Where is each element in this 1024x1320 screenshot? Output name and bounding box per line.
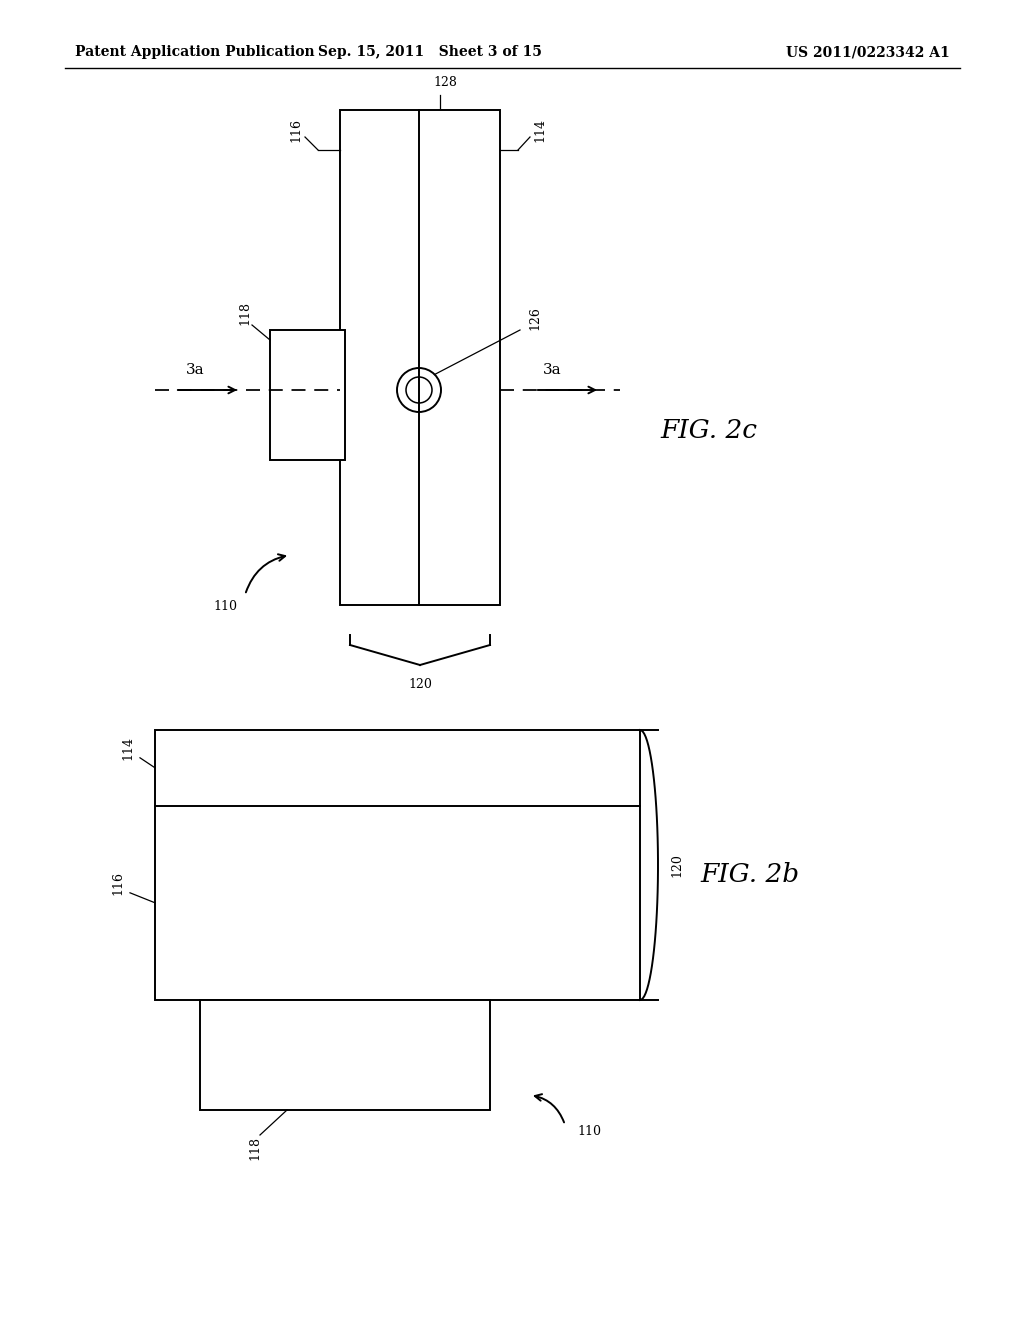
- Text: 126: 126: [528, 306, 541, 330]
- Text: 110: 110: [213, 601, 237, 612]
- Bar: [200, 1001, 490, 1110]
- Text: 114: 114: [122, 735, 134, 760]
- Text: 3a: 3a: [185, 363, 205, 378]
- Text: 114: 114: [534, 117, 547, 143]
- Text: 128: 128: [433, 75, 457, 88]
- Bar: [155, 730, 640, 1001]
- Bar: [270, 330, 345, 459]
- Text: Patent Application Publication: Patent Application Publication: [75, 45, 314, 59]
- Bar: [340, 110, 500, 605]
- Text: 3a: 3a: [543, 363, 561, 378]
- Text: 116: 116: [112, 871, 125, 895]
- Text: 116: 116: [290, 117, 302, 143]
- Text: FIG. 2c: FIG. 2c: [660, 417, 757, 442]
- Text: FIG. 2b: FIG. 2b: [700, 862, 799, 887]
- Text: 118: 118: [249, 1137, 261, 1160]
- Text: US 2011/0223342 A1: US 2011/0223342 A1: [786, 45, 950, 59]
- Text: 110: 110: [577, 1125, 601, 1138]
- Text: Sep. 15, 2011   Sheet 3 of 15: Sep. 15, 2011 Sheet 3 of 15: [318, 45, 542, 59]
- Text: 118: 118: [239, 301, 252, 325]
- Text: 120: 120: [670, 853, 683, 876]
- Text: 120: 120: [408, 678, 432, 692]
